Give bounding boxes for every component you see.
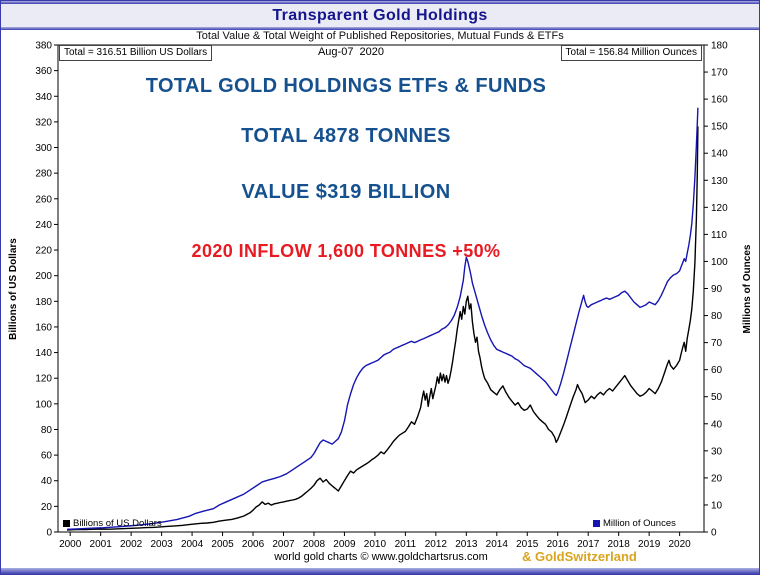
left-axis-tick-label: 160 <box>35 322 52 333</box>
left-axis-tick-label: 20 <box>41 502 53 513</box>
left-axis-tick-label: 340 <box>35 92 52 103</box>
left-axis-tick-label: 180 <box>35 297 52 308</box>
left-axis-tick-label: 300 <box>35 143 52 154</box>
title-bar: Transparent Gold Holdings <box>1 4 759 27</box>
right-axis-tick-label: 60 <box>711 365 723 376</box>
right-axis-tick-label: 130 <box>711 176 728 187</box>
legend-dollars: Billions of US Dollars <box>63 518 162 529</box>
left-axis-tick-label: 240 <box>35 220 52 231</box>
left-axis-tick-label: 200 <box>35 271 52 282</box>
x-axis-tick-label: 2011 <box>395 539 417 550</box>
annotation-holdings-title: TOTAL GOLD HOLDINGS ETFs & FUNDS <box>145 75 547 97</box>
right-axis-tick-label: 110 <box>711 230 727 241</box>
right-axis-tick-label: 0 <box>711 528 717 539</box>
right-axis-tick-label: 20 <box>711 473 723 484</box>
right-axis-tick-label: 100 <box>711 257 728 268</box>
right-axis-tick-label: 40 <box>711 419 723 430</box>
legend-ounces-label: Million of Ounces <box>603 518 676 529</box>
x-axis-tick-label: 2006 <box>242 539 265 550</box>
x-axis-tick-label: 2008 <box>303 539 326 550</box>
total-ounces-box: Total = 156.84 Million Ounces <box>560 45 702 61</box>
right-axis-tick-label: 160 <box>711 95 728 106</box>
x-axis-tick-label: 2009 <box>333 539 356 550</box>
annotation-total-tonnes: TOTAL 4878 TONNES <box>241 125 451 147</box>
left-axis-tick-label: 360 <box>35 66 52 77</box>
right-axis-tick-label: 140 <box>711 149 728 160</box>
right-axis-tick-label: 170 <box>711 68 728 79</box>
x-axis-tick-label: 2007 <box>272 539 295 550</box>
left-axis-tick-label: 100 <box>35 399 52 410</box>
top-rule <box>1 1 759 4</box>
left-axis-tick-label: 260 <box>35 194 52 205</box>
left-axis-tick-label: 280 <box>35 169 52 180</box>
left-axis-tick-label: 0 <box>46 528 52 539</box>
ounces-series-swatch-icon <box>593 520 600 527</box>
left-axis-title: Billions of US Dollars <box>8 238 19 340</box>
bottom-rule <box>1 568 759 574</box>
annotation-2020-inflow: 2020 INFLOW 1,600 TONNES +50% <box>191 241 501 261</box>
x-axis-tick-label: 2012 <box>425 539 448 550</box>
series-line-left <box>67 126 699 531</box>
x-axis-tick-label: 2001 <box>90 539 113 550</box>
x-axis-tick-label: 2016 <box>547 539 570 550</box>
legend-ounces: Million of Ounces <box>593 518 676 529</box>
left-axis-tick-label: 320 <box>35 117 52 128</box>
page-title: Transparent Gold Holdings <box>272 6 488 24</box>
right-axis-tick-label: 70 <box>711 338 723 349</box>
legend-dollars-label: Billions of US Dollars <box>73 518 162 529</box>
x-axis-tick-label: 2019 <box>638 539 661 550</box>
right-axis-tick-label: 50 <box>711 392 723 403</box>
x-axis-tick-label: 2002 <box>120 539 143 550</box>
credit-line: world gold charts © www.goldchartsrus.co… <box>274 551 488 563</box>
total-dollars-box: Total = 316.51 Billion US Dollars <box>59 45 213 61</box>
x-axis-tick-label: 2020 <box>668 539 691 550</box>
x-axis-tick-label: 2013 <box>455 539 478 550</box>
x-axis-tick-label: 2005 <box>211 539 234 550</box>
brand-goldswitzerland: & GoldSwitzerland <box>522 549 637 564</box>
title-divider-rule <box>1 27 759 30</box>
left-axis-tick-label: 40 <box>41 476 53 487</box>
x-axis-tick-label: 2000 <box>59 539 82 550</box>
chart-subtitle: Total Value & Total Weight of Published … <box>196 30 564 42</box>
annotation-value-billion: VALUE $319 BILLION <box>241 181 451 203</box>
x-axis-tick-label: 2018 <box>608 539 631 550</box>
right-axis-title: Millions of Ounces <box>742 244 753 333</box>
left-axis-tick-label: 80 <box>41 425 53 436</box>
x-axis-tick-label: 2014 <box>486 539 509 550</box>
as-of-date-label: Aug-07 2020 <box>317 46 385 58</box>
right-axis-tick-label: 150 <box>711 122 728 133</box>
left-axis-tick-label: 380 <box>35 41 52 52</box>
right-axis-tick-label: 10 <box>711 500 723 511</box>
right-axis-tick-label: 80 <box>711 311 723 322</box>
x-axis-tick-label: 2017 <box>577 539 600 550</box>
x-axis-tick-label: 2003 <box>150 539 173 550</box>
plot-border <box>57 44 705 533</box>
right-axis-tick-label: 180 <box>711 41 728 52</box>
left-axis-tick-label: 220 <box>35 246 52 257</box>
x-axis-tick-label: 2010 <box>364 539 387 550</box>
x-axis-tick-label: 2004 <box>181 539 204 550</box>
x-axis-tick-label: 2015 <box>516 539 539 550</box>
right-axis-tick-label: 30 <box>711 446 723 457</box>
left-axis-tick-label: 120 <box>35 374 52 385</box>
right-axis-tick-label: 90 <box>711 284 723 295</box>
left-axis-tick-label: 60 <box>41 451 53 462</box>
dollars-series-swatch-icon <box>63 520 70 527</box>
left-axis-tick-label: 140 <box>35 348 52 359</box>
right-axis-tick-label: 120 <box>711 203 728 214</box>
series-line-right <box>67 107 699 530</box>
